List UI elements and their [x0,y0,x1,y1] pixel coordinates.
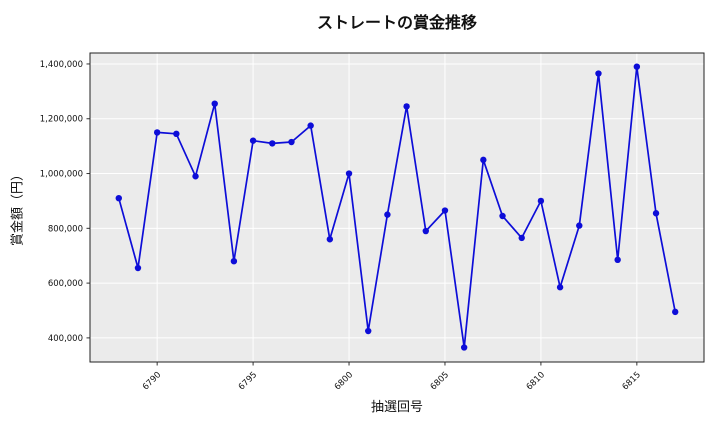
y-tick-label: 1,200,000 [40,115,83,125]
data-point [384,211,391,218]
data-point [134,264,142,272]
data-point [192,173,199,180]
data-point [403,103,410,110]
x-axis-label: 抽選回号 [370,400,423,415]
data-point [249,137,257,144]
data-point [595,70,602,77]
data-point [633,63,641,70]
x-tick-label: 6805 [429,370,451,392]
series-line [117,65,677,349]
data-point [345,170,353,177]
data-point [556,284,564,291]
data-point [365,327,372,335]
x-tick-label: 6790 [141,370,163,392]
y-tick-label: 800,000 [48,224,83,234]
y-tick-label: 400,000 [48,334,83,344]
y-tick-label: 1,000,000 [40,170,83,180]
data-point [518,234,525,242]
x-tick-label: 6795 [237,370,259,392]
data-point [576,222,583,229]
y-tick-label: 1,400,000 [40,60,83,70]
data-point [288,138,295,146]
plot-spine [89,52,705,363]
data-point [326,236,334,243]
x-tick-label: 6815 [621,370,643,392]
data-point [211,100,218,107]
x-tick-label: 6800 [333,370,355,392]
y-tick-label: 600,000 [48,279,83,289]
data-point [173,130,180,138]
data-point [460,344,468,351]
data-point [307,122,314,129]
data-point [115,194,122,202]
data-point [480,156,487,164]
data-point [652,210,660,217]
data-point [230,257,238,265]
data-point [422,227,429,235]
chart-title: ストレートの賞金推移 [316,13,477,32]
data-point [499,212,506,220]
data-point [537,197,545,205]
data-point [672,308,679,316]
data-point [441,207,449,214]
x-tick-label: 6810 [525,370,547,392]
data-point [614,256,621,264]
data-point [269,140,276,147]
data-point [153,129,161,136]
y-axis-label: 賞金額（円） [10,167,26,247]
